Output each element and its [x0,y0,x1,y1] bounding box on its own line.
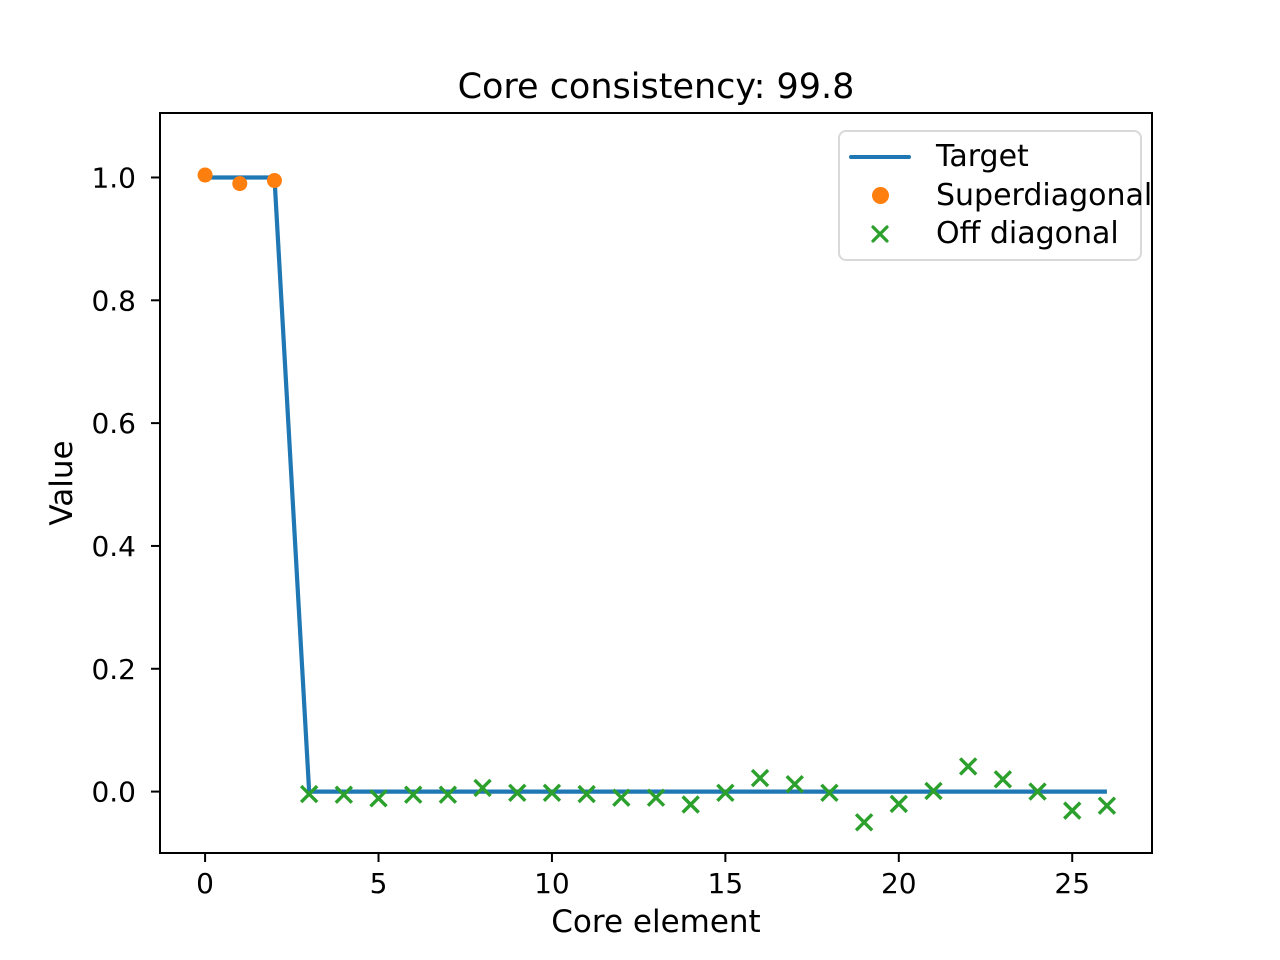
target-line-icon [849,154,911,159]
svg-text:10: 10 [534,867,570,900]
svg-text:0.6: 0.6 [91,407,136,440]
legend-sample [848,187,912,204]
svg-text:0.2: 0.2 [91,653,136,686]
legend-sample [848,224,912,244]
legend-item-target: Target [848,141,1132,173]
svg-text:0.0: 0.0 [91,776,136,809]
superdiagonal-dot-icon [871,187,889,204]
svg-text:5: 5 [370,867,388,900]
offdiagonal-x-icon [870,224,890,244]
legend-item-superdiagonal: Superdiagonal [848,180,1152,212]
svg-text:15: 15 [708,867,744,900]
svg-text:1.0: 1.0 [91,161,136,194]
legend: Target Superdiagonal Off diagonal [838,130,1152,261]
svg-text:20: 20 [881,867,917,900]
legend-sample [848,154,912,159]
legend-label-target: Target [936,139,1029,175]
legend-item-offdiagonal: Off diagonal [848,218,1132,250]
chart-title: Core consistency: 99.8 [457,67,855,107]
y-axis-label: Value [43,440,80,526]
legend-label-offdiagonal: Off diagonal [936,216,1119,252]
svg-text:0.4: 0.4 [91,530,136,563]
svg-text:0.8: 0.8 [91,284,136,317]
legend-label-superdiagonal: Superdiagonal [936,177,1153,213]
svg-text:25: 25 [1054,867,1090,900]
svg-text:0: 0 [196,867,214,900]
x-axis-label: Core element [551,904,761,940]
